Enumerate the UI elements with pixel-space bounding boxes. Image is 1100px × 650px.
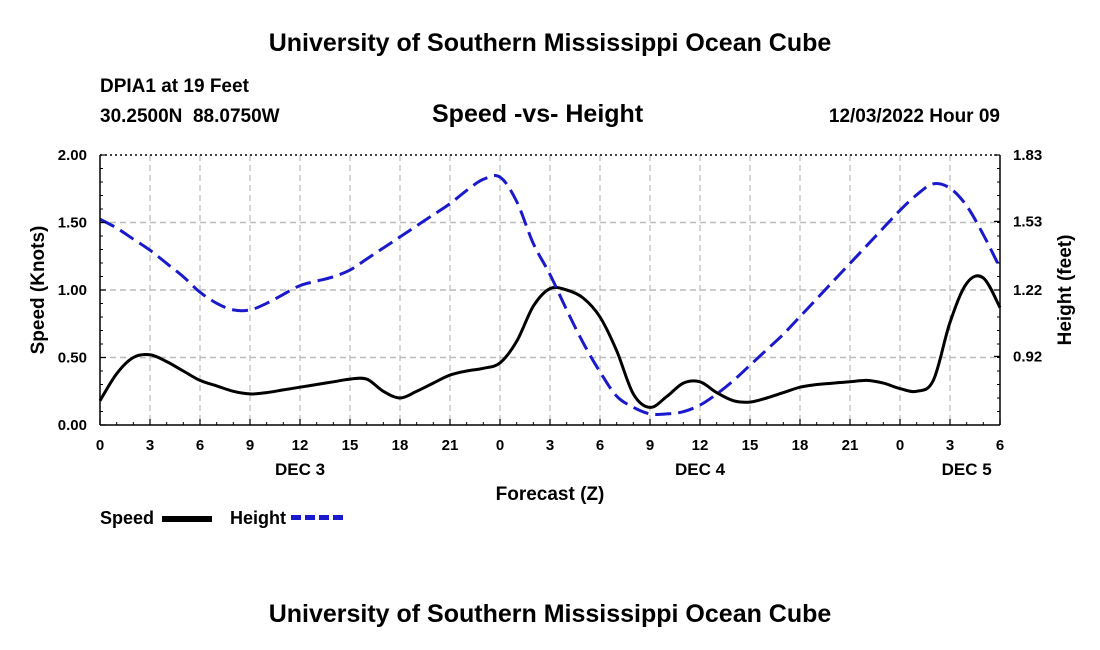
y-axis-title-right: Height (feet) [1055, 235, 1076, 346]
x-tick-label: 15 [742, 437, 759, 454]
x-axis-title: Forecast (Z) [496, 484, 605, 505]
y-tick-label-left: 1.50 [58, 215, 87, 232]
y-tick-label-right: 1.83 [1013, 147, 1042, 164]
legend-height-swatch [291, 515, 343, 520]
label-layer: 0 3 6 9 12 15 18 21 0 3 6 9 12 15 18 21 0 3 6 0.00 0.50 1.00 1… [28, 147, 1076, 505]
y-axis-title-left: Speed (Knots) [28, 226, 49, 355]
x-tick-label: 21 [842, 437, 859, 454]
x-tick-label: 12 [692, 437, 709, 454]
x-tick-label: 3 [546, 437, 554, 454]
day-label: DEC 4 [675, 460, 726, 479]
legend-speed-label: Speed [100, 508, 155, 528]
y-tick-label-left: 0.00 [58, 417, 87, 434]
x-tick-label: 3 [146, 437, 154, 454]
x-tick-label: 0 [496, 437, 504, 454]
station-label: DPIA1 at 19 Feet [100, 76, 249, 97]
x-tick-label: 18 [792, 437, 809, 454]
x-tick-label: 3 [946, 437, 954, 454]
x-tick-label: 12 [292, 437, 309, 454]
x-tick-label: 6 [596, 437, 604, 454]
day-label: DEC 5 [942, 460, 992, 479]
y-tick-label-right: 1.53 [1013, 213, 1042, 230]
legend-height-label: Height [230, 508, 286, 528]
legend-speed-swatch [162, 516, 212, 522]
coordinates-label: 30.2500N 88.0750W [100, 106, 280, 127]
day-label: DEC 3 [275, 460, 325, 479]
page-title: University of Southern Mississippi Ocean… [268, 29, 832, 57]
x-tick-label: 6 [996, 437, 1004, 454]
forecast-datetime: 12/03/2022 Hour 09 [828, 106, 1000, 127]
x-tick-label: 9 [246, 437, 254, 454]
y-tick-label-right: 1.22 [1013, 282, 1042, 299]
series-height-line [99, 174, 1002, 416]
x-tick-label: 0 [896, 437, 904, 454]
y-tick-label-left: 0.50 [58, 350, 87, 367]
footer-title: University of Southern Mississippi Ocean… [268, 600, 832, 628]
series-layer [98, 174, 1002, 416]
y-tick-label-right: 0.92 [1013, 348, 1042, 365]
x-tick-label: 18 [392, 437, 409, 454]
axes-layer [99, 154, 1001, 426]
x-tick-label: 15 [342, 437, 359, 454]
x-tick-label: 6 [196, 437, 204, 454]
chart-title: Speed -vs- Height [432, 100, 644, 128]
series-speed-line [98, 274, 1002, 409]
x-tick-label: 0 [96, 437, 104, 454]
y-tick-label-left: 2.00 [58, 147, 87, 164]
y-tick-label-left: 1.00 [58, 282, 87, 299]
x-tick-label: 21 [442, 437, 459, 454]
x-tick-label: 9 [646, 437, 654, 454]
